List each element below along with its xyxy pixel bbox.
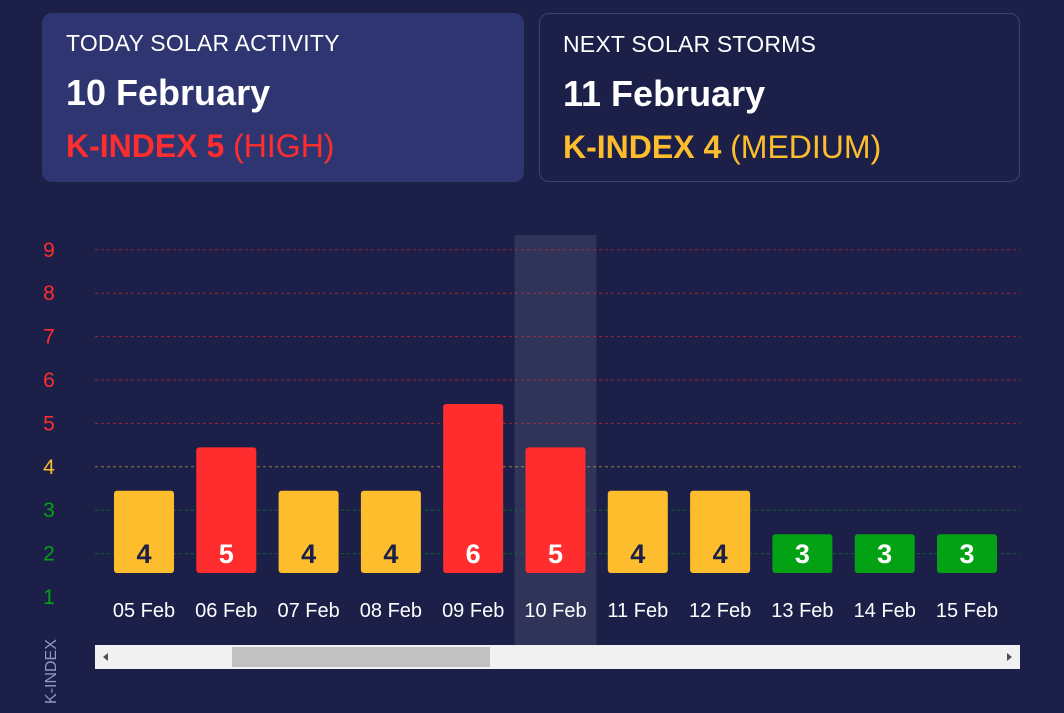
bar	[854, 534, 915, 573]
bar	[278, 490, 339, 573]
next-date: 11 February	[563, 73, 766, 114]
x-tick-label: 13 Feb	[771, 600, 833, 622]
bar	[772, 534, 833, 573]
bar	[607, 490, 668, 573]
today-level: (HIGH)	[233, 128, 335, 164]
scroll-left-button[interactable]	[95, 645, 115, 669]
x-tick-label: 07 Feb	[277, 600, 339, 622]
y-tick-label: 8	[43, 282, 55, 305]
x-tick-label: 14 Feb	[854, 600, 916, 622]
next-kindex: K-INDEX 4	[563, 129, 722, 165]
arrow-left-icon	[103, 653, 108, 661]
y-tick-label: 9	[43, 239, 55, 262]
bar-value-label: 3	[877, 539, 892, 569]
y-tick-label: 1	[43, 586, 55, 609]
bar	[443, 404, 504, 573]
today-kindex-line: K-INDEX 5 (HIGH)	[66, 128, 334, 165]
scroll-right-button[interactable]	[1000, 645, 1020, 669]
bar-value-label: 4	[383, 539, 398, 569]
today-label: TODAY SOLAR ACTIVITY	[66, 30, 340, 56]
x-tick-label: 11 Feb	[607, 600, 668, 622]
bar	[690, 490, 751, 573]
x-tick-label: 15 Feb	[936, 600, 998, 622]
bar-value-label: 4	[713, 539, 728, 569]
y-tick-label: 7	[43, 326, 55, 349]
bar-value-label: 3	[795, 539, 810, 569]
x-tick-label: 06 Feb	[195, 600, 257, 622]
chart-scrollbar[interactable]	[95, 645, 1020, 669]
y-tick-label: 3	[43, 499, 55, 522]
y-tick-label: 5	[43, 412, 55, 435]
bar	[937, 534, 997, 573]
y-tick-label: 6	[43, 369, 55, 392]
bar-value-label: 4	[630, 539, 645, 569]
x-tick-label: 05 Feb	[113, 600, 175, 622]
bar-value-label: 4	[301, 539, 316, 569]
bar-value-label: 5	[219, 539, 234, 569]
next-label: NEXT SOLAR STORMS	[563, 31, 817, 57]
bar	[114, 490, 174, 573]
x-tick-label: 08 Feb	[360, 600, 422, 622]
arrow-right-icon	[1007, 653, 1012, 661]
scroll-thumb[interactable]	[232, 647, 490, 667]
next-kindex-line: K-INDEX 4 (MEDIUM)	[563, 129, 881, 166]
bar	[196, 447, 257, 573]
bar-value-label: 4	[136, 539, 151, 569]
today-activity-card: TODAY SOLAR ACTIVITY 10 February K-INDEX…	[42, 13, 524, 182]
x-tick-label: 12 Feb	[689, 600, 751, 622]
bar	[360, 490, 421, 573]
today-kindex: K-INDEX 5	[66, 128, 225, 164]
highlight-band	[514, 235, 597, 645]
bar-value-label: 6	[466, 539, 481, 569]
today-date: 10 February	[66, 72, 271, 113]
y-axis-label: K-INDEX	[43, 639, 60, 704]
bar-value-label: 5	[548, 539, 563, 569]
x-tick-label: 10 Feb	[524, 600, 586, 622]
x-tick-label: 09 Feb	[442, 600, 504, 622]
bar-value-label: 3	[959, 539, 974, 569]
next-storms-card: NEXT SOLAR STORMS 11 February K-INDEX 4 …	[539, 13, 1020, 182]
next-level: (MEDIUM)	[730, 129, 882, 165]
y-tick-label: 4	[43, 456, 55, 479]
bar	[525, 447, 586, 573]
y-tick-label: 2	[43, 543, 55, 566]
